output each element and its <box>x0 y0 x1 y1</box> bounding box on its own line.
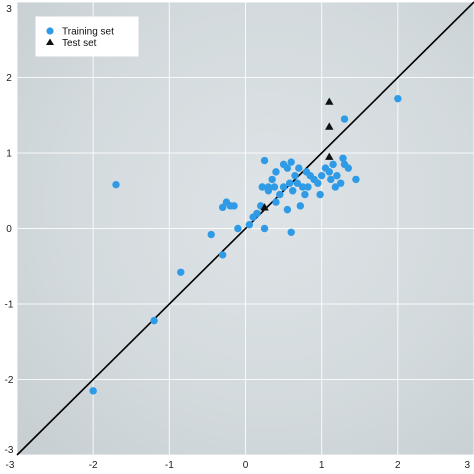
training-point <box>234 224 242 233</box>
legend-training-label: Training set <box>62 27 114 38</box>
test-point <box>260 203 269 211</box>
training-point <box>340 115 349 123</box>
training-point <box>285 179 294 187</box>
training-point <box>325 168 333 176</box>
training-point <box>283 205 292 214</box>
training-point <box>339 154 347 162</box>
training-point <box>333 171 341 180</box>
training-point <box>337 179 345 187</box>
x-tick-label: -1 <box>165 460 174 471</box>
y-tick-label: 1 <box>6 149 12 160</box>
x-axis-ticks: -3 -2 -1 0 1 2 3 <box>6 460 471 471</box>
training-point <box>207 230 215 239</box>
training-point <box>293 179 301 187</box>
training-point <box>89 387 97 395</box>
training-point <box>317 171 326 180</box>
training-point <box>352 175 360 184</box>
training-point <box>218 251 227 259</box>
training-point <box>264 183 273 191</box>
training-point <box>287 228 295 236</box>
identity-line <box>16 1 474 456</box>
training-point <box>272 168 280 176</box>
data-points <box>89 94 402 395</box>
training-point <box>394 94 402 103</box>
x-tick-label: 0 <box>243 460 249 471</box>
training-point <box>316 190 324 199</box>
training-point <box>150 316 158 325</box>
x-tick-label: 2 <box>395 460 401 471</box>
y-tick-label: 0 <box>6 224 12 235</box>
training-point <box>296 202 305 210</box>
training-point <box>177 268 185 276</box>
test-point <box>325 97 334 105</box>
training-point <box>253 209 261 218</box>
training-point <box>327 175 335 184</box>
y-tick-label: -1 <box>5 300 14 311</box>
test-point <box>325 122 334 130</box>
y-tick-label: 3 <box>6 4 12 15</box>
training-point <box>295 164 303 172</box>
training-point <box>276 190 284 199</box>
training-point <box>270 183 279 191</box>
training-point <box>287 158 295 166</box>
training-point <box>314 179 322 187</box>
y-tick-label: -3 <box>5 445 14 456</box>
training-point <box>245 221 254 229</box>
y-tick-label: -2 <box>5 375 14 386</box>
training-point <box>230 202 238 210</box>
training-point <box>272 198 280 206</box>
training-point <box>289 187 297 195</box>
legend-training-marker <box>46 27 54 35</box>
training-point <box>301 190 309 199</box>
training-point <box>283 164 292 172</box>
training-point <box>112 181 120 189</box>
training-point <box>260 156 269 165</box>
legend: Training set Test set <box>35 16 139 57</box>
test-point <box>325 152 334 160</box>
training-point <box>331 183 340 191</box>
x-tick-label: -3 <box>6 460 15 471</box>
training-point <box>329 160 337 169</box>
training-point <box>304 183 312 191</box>
legend-test-marker <box>46 38 54 45</box>
training-point <box>268 175 276 184</box>
training-point <box>260 224 269 233</box>
x-tick-label: 3 <box>464 460 470 471</box>
legend-box <box>35 16 139 57</box>
training-point <box>291 171 299 180</box>
legend-test-label: Test set <box>62 38 97 49</box>
x-tick-label: 1 <box>319 460 325 471</box>
training-point <box>218 203 227 212</box>
x-tick-label: -2 <box>89 460 98 471</box>
training-point <box>344 164 353 172</box>
training-point <box>258 183 266 191</box>
training-point <box>279 183 288 191</box>
training-point <box>298 183 307 191</box>
y-axis-ticks: -3 -2 -1 0 1 2 3 <box>5 4 14 456</box>
y-tick-label: 2 <box>6 73 12 84</box>
